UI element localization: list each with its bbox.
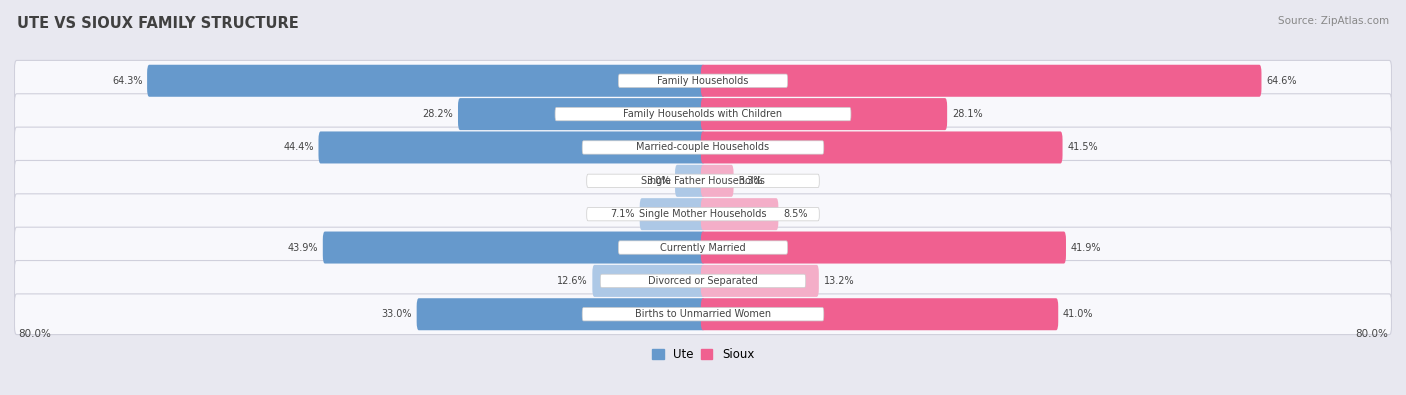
FancyBboxPatch shape: [14, 194, 1392, 235]
Text: Single Father Households: Single Father Households: [641, 176, 765, 186]
FancyBboxPatch shape: [586, 174, 820, 188]
Text: 3.0%: 3.0%: [645, 176, 671, 186]
Text: 64.3%: 64.3%: [112, 76, 142, 86]
FancyBboxPatch shape: [586, 207, 820, 221]
FancyBboxPatch shape: [14, 160, 1392, 201]
FancyBboxPatch shape: [700, 231, 1066, 263]
Text: Currently Married: Currently Married: [661, 243, 745, 252]
Text: 41.9%: 41.9%: [1071, 243, 1101, 252]
FancyBboxPatch shape: [319, 132, 706, 164]
Text: Family Households with Children: Family Households with Children: [623, 109, 783, 119]
FancyBboxPatch shape: [323, 231, 706, 263]
Text: 80.0%: 80.0%: [1355, 329, 1388, 339]
Text: Family Households: Family Households: [658, 76, 748, 86]
FancyBboxPatch shape: [555, 107, 851, 121]
FancyBboxPatch shape: [582, 308, 824, 321]
Legend: Ute, Sioux: Ute, Sioux: [647, 343, 759, 366]
Text: 64.6%: 64.6%: [1267, 76, 1296, 86]
FancyBboxPatch shape: [700, 65, 1261, 97]
Text: 8.5%: 8.5%: [783, 209, 807, 219]
Text: 80.0%: 80.0%: [18, 329, 51, 339]
FancyBboxPatch shape: [700, 265, 818, 297]
FancyBboxPatch shape: [14, 227, 1392, 268]
FancyBboxPatch shape: [700, 298, 1059, 330]
FancyBboxPatch shape: [14, 127, 1392, 168]
Text: 41.0%: 41.0%: [1063, 309, 1094, 319]
FancyBboxPatch shape: [700, 98, 948, 130]
Text: 12.6%: 12.6%: [557, 276, 588, 286]
FancyBboxPatch shape: [416, 298, 706, 330]
Text: 43.9%: 43.9%: [288, 243, 318, 252]
Text: Divorced or Separated: Divorced or Separated: [648, 276, 758, 286]
Text: Source: ZipAtlas.com: Source: ZipAtlas.com: [1278, 16, 1389, 26]
Text: 7.1%: 7.1%: [610, 209, 636, 219]
FancyBboxPatch shape: [14, 94, 1392, 134]
Text: UTE VS SIOUX FAMILY STRUCTURE: UTE VS SIOUX FAMILY STRUCTURE: [17, 16, 298, 31]
Text: 41.5%: 41.5%: [1067, 143, 1098, 152]
Text: Single Mother Households: Single Mother Households: [640, 209, 766, 219]
FancyBboxPatch shape: [700, 198, 779, 230]
Text: 13.2%: 13.2%: [824, 276, 855, 286]
FancyBboxPatch shape: [619, 241, 787, 254]
Text: 28.1%: 28.1%: [952, 109, 983, 119]
Text: 28.2%: 28.2%: [423, 109, 453, 119]
FancyBboxPatch shape: [640, 198, 706, 230]
FancyBboxPatch shape: [458, 98, 706, 130]
FancyBboxPatch shape: [14, 261, 1392, 301]
FancyBboxPatch shape: [14, 294, 1392, 335]
Text: 44.4%: 44.4%: [283, 143, 314, 152]
FancyBboxPatch shape: [700, 165, 734, 197]
Text: 3.3%: 3.3%: [738, 176, 762, 186]
FancyBboxPatch shape: [14, 60, 1392, 101]
FancyBboxPatch shape: [619, 74, 787, 87]
FancyBboxPatch shape: [148, 65, 706, 97]
FancyBboxPatch shape: [582, 141, 824, 154]
Text: Married-couple Households: Married-couple Households: [637, 143, 769, 152]
Text: Births to Unmarried Women: Births to Unmarried Women: [636, 309, 770, 319]
FancyBboxPatch shape: [675, 165, 706, 197]
FancyBboxPatch shape: [700, 132, 1063, 164]
FancyBboxPatch shape: [592, 265, 706, 297]
FancyBboxPatch shape: [600, 274, 806, 288]
Text: 33.0%: 33.0%: [381, 309, 412, 319]
